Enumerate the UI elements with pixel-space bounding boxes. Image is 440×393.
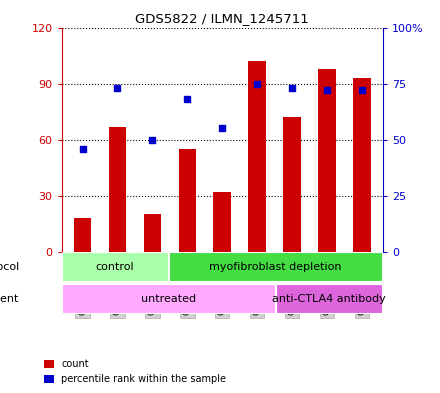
Point [184, 96, 191, 102]
Bar [318, 69, 336, 252]
Bar [353, 78, 370, 252]
Point [219, 125, 226, 132]
Bar [62, 284, 276, 314]
Title: GDS5822 / ILMN_1245711: GDS5822 / ILMN_1245711 [136, 12, 309, 25]
Legend: count, percentile rank within the sample: count, percentile rank within the sample [40, 356, 230, 388]
Bar [169, 252, 383, 283]
Bar [213, 192, 231, 252]
Bar [276, 284, 383, 314]
Bar [283, 117, 301, 252]
Point [253, 81, 260, 87]
Text: anti-CTLA4 antibody: anti-CTLA4 antibody [272, 294, 386, 304]
Bar [143, 214, 161, 252]
Bar [109, 127, 126, 252]
Bar [249, 61, 266, 252]
Point [149, 136, 156, 143]
Text: myofibroblast depletion: myofibroblast depletion [209, 263, 342, 272]
Bar [74, 218, 91, 252]
Point [323, 87, 330, 94]
Bar [179, 149, 196, 252]
Text: untreated: untreated [141, 294, 196, 304]
Point [358, 87, 365, 94]
Text: agent: agent [0, 294, 19, 304]
Point [114, 85, 121, 91]
Bar [62, 252, 169, 283]
Point [79, 145, 86, 152]
Point [289, 85, 296, 91]
Text: protocol: protocol [0, 263, 19, 272]
Text: control: control [96, 263, 135, 272]
